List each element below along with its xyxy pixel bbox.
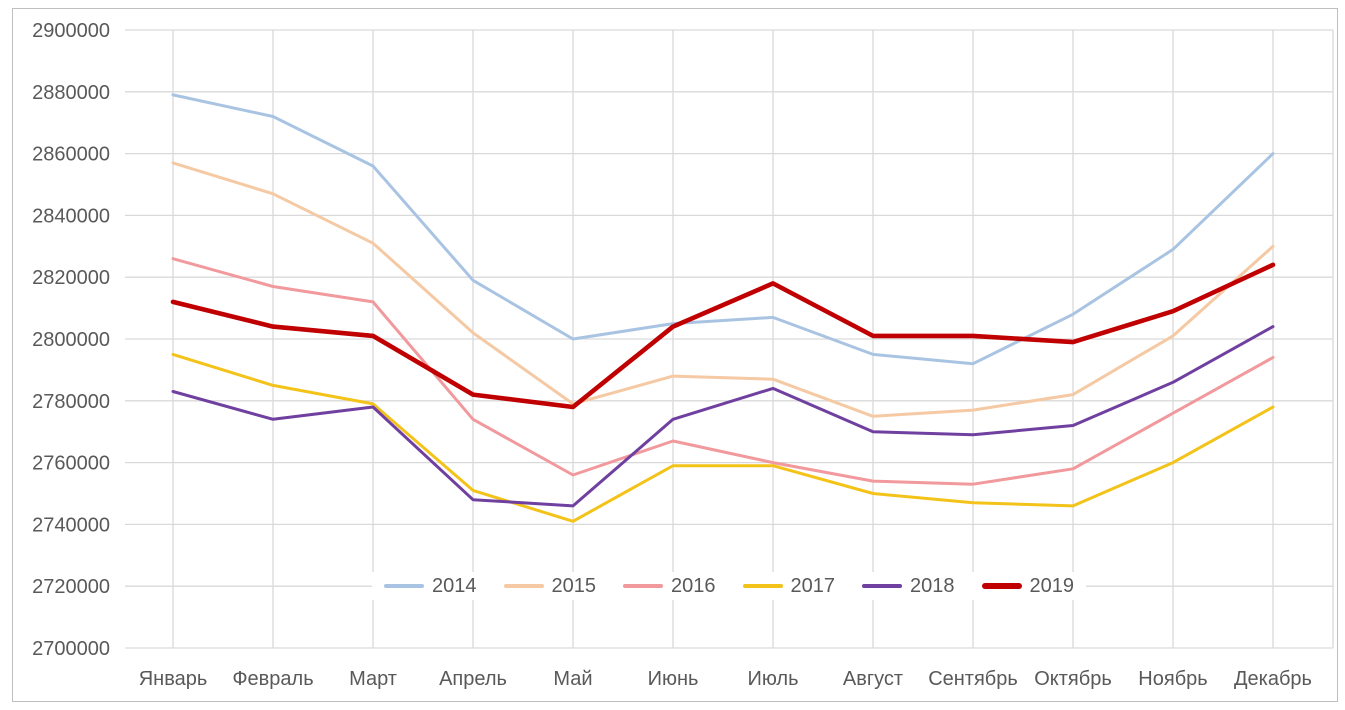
legend-item-2014: 2014 bbox=[384, 576, 477, 596]
legend-item-2017: 2017 bbox=[742, 575, 836, 597]
chart-legend-box: 2014 2015 2016 2017 2018 2019 bbox=[372, 572, 1086, 600]
y-axis-tick-label: 2740000 bbox=[32, 514, 110, 536]
y-axis-tick-label: 2900000 bbox=[32, 20, 110, 42]
y-axis-tick-label: 2840000 bbox=[32, 205, 110, 227]
legend-swatch-2016 bbox=[623, 584, 663, 588]
legend-item-2018: 2018 bbox=[862, 576, 955, 596]
x-axis-month-label: Октябрь bbox=[1034, 668, 1112, 690]
legend-label-2016: 2016 bbox=[671, 575, 716, 597]
x-axis-month-label: Июль bbox=[747, 668, 798, 690]
x-axis-month-label: Ноябрь bbox=[1138, 668, 1207, 690]
y-axis-tick-label: 2800000 bbox=[32, 329, 110, 351]
chart-legend: 2014 2015 2016 2017 2018 2019 bbox=[125, 572, 1333, 600]
y-axis-tick-label: 2860000 bbox=[32, 144, 110, 166]
series-line-2019 bbox=[170, 262, 1276, 410]
series-line-2017 bbox=[171, 352, 1275, 523]
legend-swatch-2018 bbox=[862, 584, 902, 588]
y-axis-tick-label: 2720000 bbox=[32, 576, 110, 598]
legend-label-2015: 2015 bbox=[551, 575, 597, 597]
legend-swatch-2019 bbox=[981, 583, 1022, 589]
series-line-2016 bbox=[171, 257, 1275, 486]
x-axis-month-label: Февраль bbox=[232, 668, 313, 690]
legend-label-2018: 2018 bbox=[910, 575, 955, 597]
x-axis-month-label: Январь bbox=[139, 668, 208, 690]
legend-swatch-2014 bbox=[384, 584, 424, 588]
y-axis-tick-label: 2820000 bbox=[32, 267, 110, 289]
x-axis-month-label: Сентябрь bbox=[928, 668, 1018, 690]
series-line-2014 bbox=[171, 93, 1275, 366]
y-axis-tick-label: 2880000 bbox=[32, 82, 110, 104]
series-line-2018 bbox=[171, 325, 1275, 508]
legend-label-2014: 2014 bbox=[432, 575, 477, 597]
legend-item-2019: 2019 bbox=[981, 575, 1075, 597]
x-axis-month-label: Август bbox=[843, 668, 903, 690]
legend-label-2017: 2017 bbox=[790, 575, 836, 597]
y-axis-tick-label: 2780000 bbox=[32, 391, 110, 413]
legend-swatch-2015 bbox=[503, 584, 544, 588]
legend-item-2015: 2015 bbox=[503, 575, 597, 597]
x-axis-month-label: Декабрь bbox=[1234, 668, 1312, 690]
series-line-2015 bbox=[171, 161, 1275, 418]
legend-item-2016: 2016 bbox=[623, 576, 716, 596]
y-axis-tick-label: 2700000 bbox=[32, 638, 110, 660]
x-axis-month-label: Март bbox=[349, 668, 397, 690]
x-axis-month-label: Май bbox=[553, 668, 592, 690]
x-axis-month-label: Июнь bbox=[648, 668, 699, 690]
y-axis-tick-label: 2760000 bbox=[32, 453, 110, 475]
legend-label-2019: 2019 bbox=[1029, 575, 1075, 597]
x-axis-month-label: Апрель bbox=[439, 668, 507, 690]
legend-swatch-2017 bbox=[742, 584, 783, 588]
